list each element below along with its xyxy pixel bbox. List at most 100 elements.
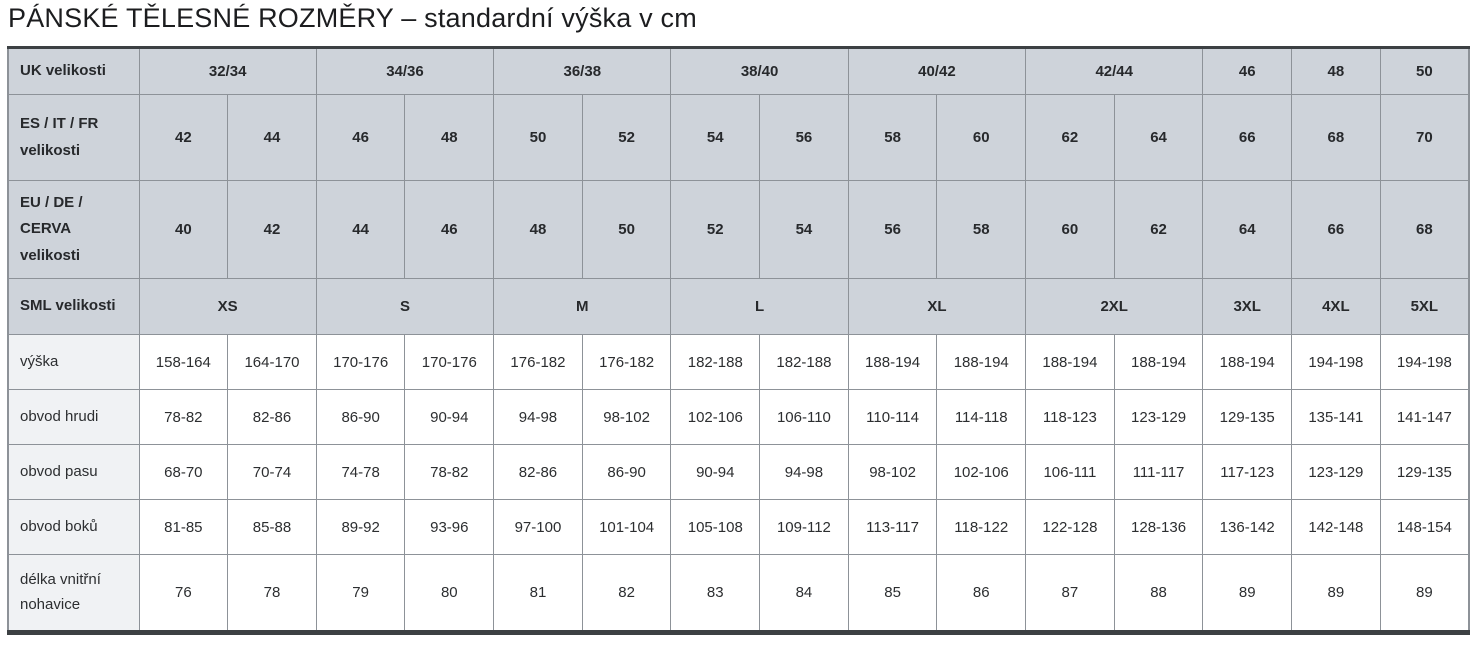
header-cell: 56 [759, 94, 849, 181]
header-row: UK velikosti 32/34 34/36 36/38 38/40 40/42 42/… [7, 47, 1470, 95]
size-table: UK velikosti 32/34 34/36 36/38 38/40 40/42 42/… [7, 46, 1470, 635]
value-cell: 86-90 [581, 444, 672, 500]
value-cell: 88 [1113, 554, 1204, 633]
value-cell: 122-128 [1025, 499, 1115, 555]
header-cell: 52 [670, 180, 761, 279]
header-cell: 54 [670, 94, 761, 181]
table-row: obvod hrudi 78-82 82-86 86-90 90-94 94-98 98-1… [7, 389, 1470, 445]
value-cell: 188-194 [936, 334, 1027, 390]
value-cell: 82 [581, 554, 672, 633]
value-cell: 94-98 [759, 444, 849, 500]
header-cell: 5XL [1379, 278, 1470, 335]
value-cell: 142-148 [1291, 499, 1381, 555]
value-cell: 85-88 [227, 499, 317, 555]
header-cell: 46 [315, 94, 406, 181]
header-row: ES / IT / FR velikosti 42 44 46 48 50 52 54 56 58… [7, 94, 1470, 181]
header-cell: 64 [1113, 94, 1204, 181]
header-cell: 58 [936, 180, 1027, 279]
value-cell: 110-114 [847, 389, 938, 445]
header-cell: 42 [227, 180, 317, 279]
value-cell: 79 [315, 554, 406, 633]
value-cell: 141-147 [1379, 389, 1470, 445]
header-cell: 58 [847, 94, 938, 181]
header-cell: 50 [581, 180, 672, 279]
table-row: obvod pasu 68-70 70-74 74-78 78-82 82-86 86-90… [7, 444, 1470, 500]
value-cell: 194-198 [1379, 334, 1470, 390]
value-cell: 81 [493, 554, 583, 633]
value-cell: 78-82 [404, 444, 495, 500]
value-cell: 111-117 [1113, 444, 1204, 500]
value-cell: 90-94 [670, 444, 761, 500]
header-cell: 42/44 [1025, 47, 1204, 95]
header-cell: 40/42 [847, 47, 1027, 95]
value-cell: 86 [936, 554, 1027, 633]
size-table-body: UK velikosti 32/34 34/36 36/38 38/40 40/42 42/… [7, 47, 1470, 633]
header-cell: 60 [936, 94, 1027, 181]
value-cell: 188-194 [1202, 334, 1293, 390]
value-cell: 90-94 [404, 389, 495, 445]
value-cell: 74-78 [315, 444, 406, 500]
row-label: obvod boků [7, 499, 140, 555]
row-label: ES / IT / FR velikosti [7, 94, 140, 181]
row-label: výška [7, 334, 140, 390]
value-cell: 70-74 [227, 444, 317, 500]
header-cell: S [315, 278, 495, 335]
value-cell: 102-106 [936, 444, 1027, 500]
header-cell: 3XL [1202, 278, 1293, 335]
value-cell: 118-122 [936, 499, 1027, 555]
value-cell: 82-86 [493, 444, 583, 500]
header-cell: 48 [493, 180, 583, 279]
value-cell: 129-135 [1202, 389, 1293, 445]
value-cell: 101-104 [581, 499, 672, 555]
value-cell: 188-194 [847, 334, 938, 390]
value-cell: 84 [759, 554, 849, 633]
header-cell: 4XL [1291, 278, 1381, 335]
header-cell: 42 [138, 94, 229, 181]
value-cell: 87 [1025, 554, 1115, 633]
value-cell: 109-112 [759, 499, 849, 555]
value-cell: 136-142 [1202, 499, 1293, 555]
header-cell: 62 [1113, 180, 1204, 279]
header-cell: 50 [1379, 47, 1470, 95]
header-cell: 62 [1025, 94, 1115, 181]
value-cell: 76 [138, 554, 229, 633]
value-cell: 170-176 [315, 334, 406, 390]
header-cell: 56 [847, 180, 938, 279]
value-cell: 106-111 [1025, 444, 1115, 500]
header-cell: 44 [315, 180, 406, 279]
value-cell: 170-176 [404, 334, 495, 390]
value-cell: 148-154 [1379, 499, 1470, 555]
value-cell: 182-188 [670, 334, 761, 390]
row-label: obvod pasu [7, 444, 140, 500]
value-cell: 98-102 [581, 389, 672, 445]
value-cell: 164-170 [227, 334, 317, 390]
header-cell: XL [847, 278, 1027, 335]
header-cell: 32/34 [138, 47, 317, 95]
value-cell: 128-136 [1113, 499, 1204, 555]
header-cell: 48 [1291, 47, 1381, 95]
row-label: UK velikosti [7, 47, 140, 95]
value-cell: 97-100 [493, 499, 583, 555]
header-cell: 70 [1379, 94, 1470, 181]
header-cell: 48 [404, 94, 495, 181]
header-cell: 40 [138, 180, 229, 279]
value-cell: 89 [1291, 554, 1381, 633]
header-cell: 68 [1379, 180, 1470, 279]
table-row: délka vnitřní nohavice 76 78 79 80 81 82 83 84 85… [7, 554, 1470, 633]
value-cell: 188-194 [1025, 334, 1115, 390]
header-cell: M [493, 278, 672, 335]
value-cell: 78-82 [138, 389, 229, 445]
header-cell: 36/38 [493, 47, 672, 95]
header-cell: 38/40 [670, 47, 849, 95]
value-cell: 82-86 [227, 389, 317, 445]
value-cell: 83 [670, 554, 761, 633]
value-cell: 123-129 [1291, 444, 1381, 500]
value-cell: 105-108 [670, 499, 761, 555]
value-cell: 86-90 [315, 389, 406, 445]
value-cell: 68-70 [138, 444, 229, 500]
value-cell: 81-85 [138, 499, 229, 555]
row-label: EU / DE / CERVA velikosti [7, 180, 140, 279]
row-label: SML velikosti [7, 278, 140, 335]
header-cell: 46 [1202, 47, 1293, 95]
value-cell: 194-198 [1291, 334, 1381, 390]
